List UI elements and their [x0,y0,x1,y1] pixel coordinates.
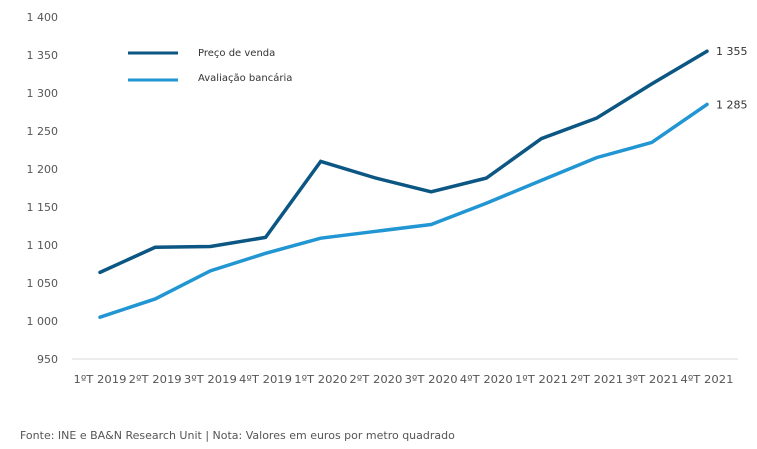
legend-label-avaliacao-bancaria: Avaliação bancária [198,72,292,84]
x-tick-label: 4ºT 2021 [681,373,734,386]
y-tick-label: 1 150 [27,201,59,214]
y-tick-label: 1 100 [27,239,59,252]
x-tick-label: 1ºT 2019 [74,373,127,386]
x-tick-label: 2ºT 2021 [570,373,623,386]
y-tick-label: 1 400 [27,11,59,24]
x-tick-label: 1ºT 2020 [294,373,347,386]
y-tick-label: 1 050 [27,277,59,290]
series-avaliacao-bancaria: 1 285 [98,98,748,319]
x-tick-label: 3ºT 2020 [405,373,458,386]
data-label: 1 355 [716,45,748,58]
x-axis: 1ºT 2019 2ºT 2019 3ºT 2019 4ºT 2019 1ºT 2020… [74,373,734,386]
data-label: 1 285 [716,98,748,111]
series-group: 1 355 1 285 [98,45,748,319]
x-tick-label: 2ºT 2020 [349,373,402,386]
x-tick-label: 3ºT 2019 [184,373,237,386]
y-tick-label: 1 300 [27,87,59,100]
x-tick-label: 4ºT 2019 [239,373,292,386]
x-tick-label: 2ºT 2019 [129,373,182,386]
series-line [98,102,709,319]
series-line [98,49,709,275]
y-axis: 950 1 000 1 050 1 100 1 150 1 200 1 250 1 300 1 … [27,11,59,366]
y-tick-label: 950 [37,353,58,366]
y-tick-label: 1 250 [27,125,59,138]
y-tick-label: 1 200 [27,163,59,176]
y-tick-label: 1 350 [27,49,59,62]
x-tick-label: 4ºT 2020 [460,373,513,386]
legend: Preço de venda Avaliação bancária [128,48,292,84]
line-chart: 950 1 000 1 050 1 100 1 150 1 200 1 250 1 300 1 … [27,11,748,386]
footnote: Fonte: INE e BA&N Research Unit | Nota: … [20,429,455,442]
legend-label-preco-de-venda: Preço de venda [198,48,275,59]
series-preco-de-venda: 1 355 [98,45,748,275]
x-tick-label: 3ºT 2021 [625,373,678,386]
x-tick-label: 1ºT 2021 [515,373,568,386]
y-tick-label: 1 000 [27,315,59,328]
